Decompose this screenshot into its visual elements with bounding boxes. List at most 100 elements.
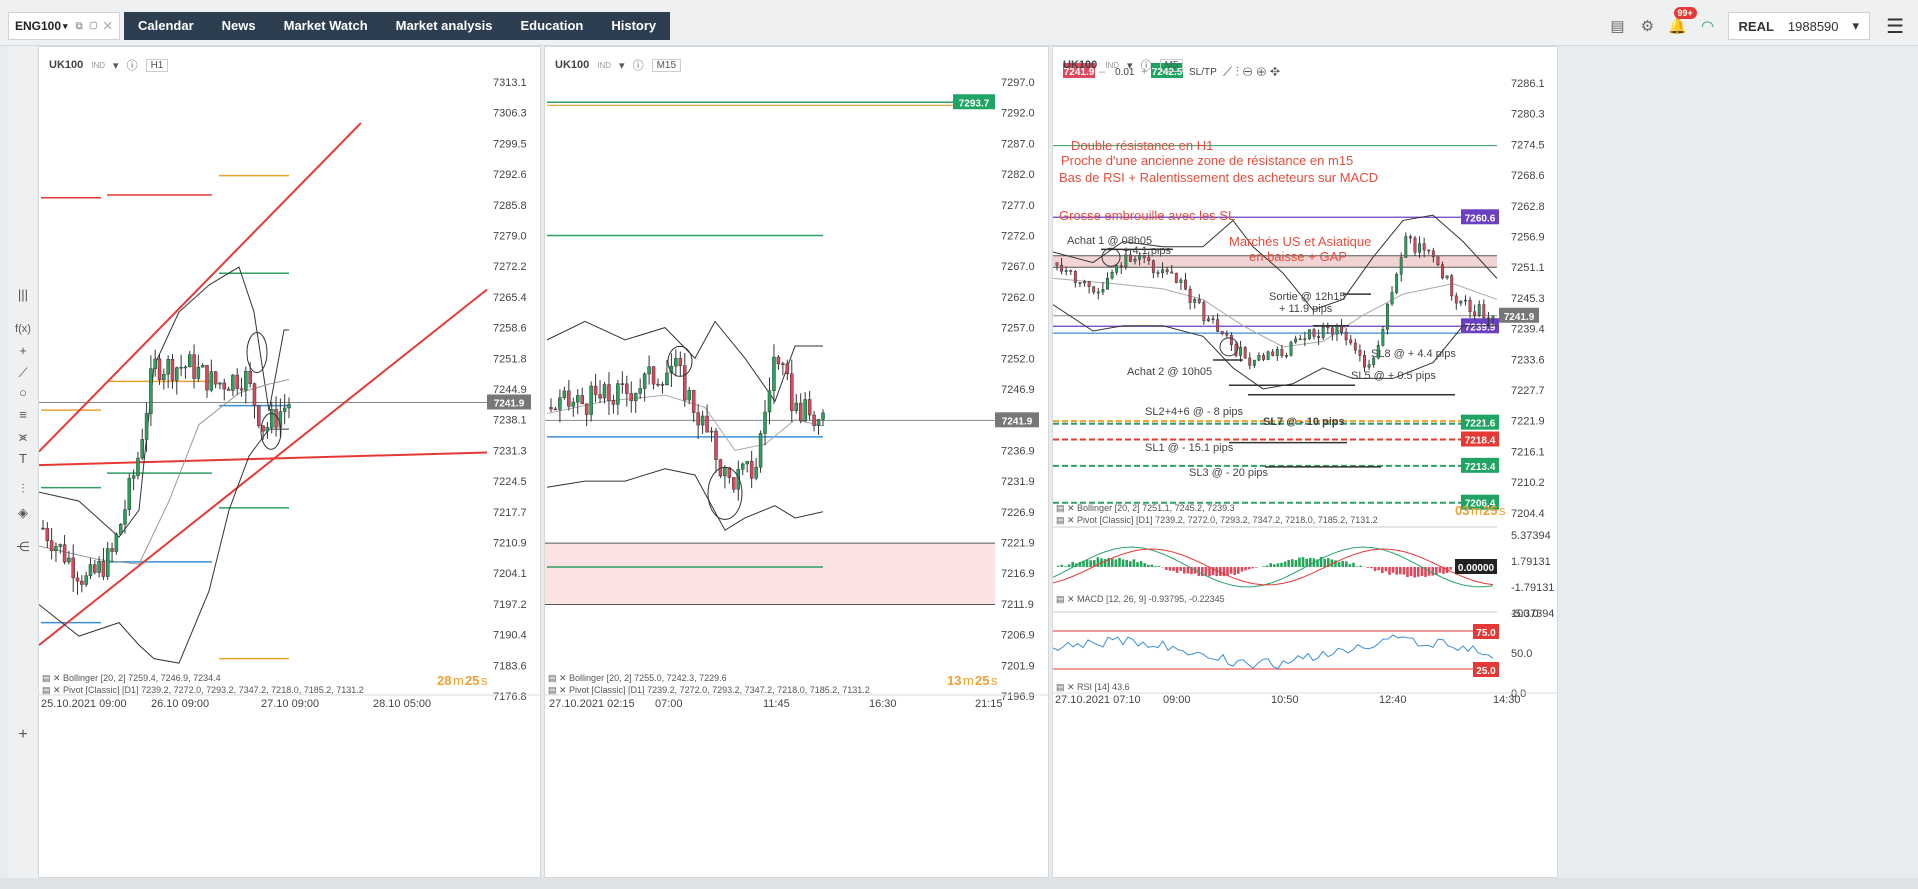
window-controls-icon[interactable]: ⧉ ▢ ✕ [75, 20, 114, 32]
candle-body [67, 557, 71, 563]
candle-body [1399, 257, 1403, 275]
candle-body [1220, 331, 1224, 335]
panel-toggle-icon[interactable]: ||| [17, 287, 29, 302]
chevron-down-icon[interactable]: ▾ [63, 20, 68, 31]
chart-subtype: IND [597, 60, 612, 70]
text-tool-icon[interactable]: T [19, 451, 27, 466]
macd-value-tag: 0.00000 [1458, 563, 1495, 574]
countdown-minutes: 03 [1455, 503, 1469, 518]
bollinger-middle [1053, 277, 1498, 348]
candle-body [1367, 364, 1371, 368]
candle-body [1257, 355, 1261, 361]
candle-body [1229, 334, 1233, 345]
candle-body [732, 477, 736, 490]
annotation-circle [667, 345, 693, 377]
chart-canvas-m5[interactable]: 7241.9–0.01 +7242.5 SL/TP ⟋ ⫶ ⊖ ⊕ ✥7286.172… [1053, 47, 1558, 878]
chart-symbol[interactable]: UK100 [1063, 59, 1098, 71]
candle-body [674, 358, 678, 367]
status-footer [0, 878, 1918, 889]
candle-body [1349, 339, 1353, 344]
candle-body [1303, 338, 1307, 341]
add-chart-icon[interactable]: + [18, 726, 28, 743]
candle-body [598, 394, 602, 399]
chart-panel-m5[interactable]: 7241.9–0.01 +7242.5 SL/TP ⟋ ⫶ ⊖ ⊕ ✥ 7286.1 72… [1052, 46, 1558, 878]
circle-tool-icon[interactable]: ○ [19, 385, 27, 400]
annotation-text: Bas de RSI + Ralentissement des acheteur… [1059, 170, 1378, 185]
timeframe-select[interactable]: H1 [145, 58, 169, 72]
current-price-tag: 7241.9 [494, 399, 525, 410]
timeframe-select[interactable]: M5 [1159, 58, 1184, 72]
candle-body [49, 540, 54, 552]
menu-education[interactable]: Education [520, 18, 584, 33]
layout-icon[interactable]: ▤ [1610, 18, 1625, 35]
macd-histogram-bar [1175, 567, 1179, 573]
account-selector[interactable]: REAL 1988590 ▾ [1727, 12, 1871, 40]
chevron-down-icon[interactable]: ▾ [619, 59, 625, 72]
bell-icon[interactable]: 🔔 99+ [1668, 7, 1697, 36]
signals-icon[interactable]: ⚙ [1640, 18, 1655, 35]
layers-icon[interactable]: ◈ [18, 505, 28, 520]
macd-histogram-bar [1370, 567, 1373, 569]
chart-symbol[interactable]: UK100 [49, 59, 84, 71]
candle-body [175, 367, 179, 381]
crosshair-icon[interactable]: + [19, 343, 27, 358]
chart-panel-h1[interactable]: 7313.1 7306.3 7299.5 7292.6 7285.8 7279.0 7272… [38, 46, 541, 878]
fibonacci-icon[interactable]: ≡ [19, 407, 27, 422]
candle-body [1087, 281, 1091, 287]
candle-body [105, 548, 110, 577]
time-axis-label: 25.10.2021 09:00 [41, 698, 127, 710]
macd-histogram-bar [1334, 560, 1337, 567]
annotation-text: Marchés US et Asiatique [1229, 234, 1371, 249]
chart-panel-m15[interactable]: 7297.0 7292.0 7287.0 7282.0 7277.0 7272.0 7267… [544, 46, 1049, 878]
macd-histogram-bar [1150, 564, 1154, 567]
info-icon[interactable]: ⓘ [1140, 60, 1152, 72]
pivot-red-tag: 7218.4 [1465, 435, 1496, 446]
macd-histogram-bar [1147, 564, 1150, 567]
menu-market-watch[interactable]: Market Watch [283, 18, 368, 33]
chevron-down-icon[interactable]: ▾ [1127, 59, 1133, 72]
info-icon[interactable]: ⓘ [632, 60, 644, 72]
symbol-tab[interactable]: ENG100 ▾ ⧉ ▢ ✕ [8, 12, 120, 40]
menu-news[interactable]: News [221, 18, 256, 33]
chart-canvas-m15[interactable]: 7297.0 7292.0 7287.0 7282.0 7277.0 7272.0 7267… [545, 47, 1049, 878]
candle-body [1390, 292, 1394, 305]
gap-zone [545, 543, 995, 605]
chart-canvas-h1[interactable]: 7313.1 7306.3 7299.5 7292.6 7285.8 7279.0 7272… [39, 47, 541, 878]
price-axis-label: 7210.2 [1511, 477, 1545, 489]
hamburger-menu-icon[interactable]: ☰ [1886, 15, 1904, 38]
chart-header: UK100 IND ▾ ⓘ M5 [1063, 57, 1184, 73]
macd-histogram-bar [1136, 562, 1139, 567]
menu-market-analysis[interactable]: Market analysis [395, 18, 493, 33]
macd-histogram-bar [1071, 561, 1074, 567]
rsi-high-tag-bg [1473, 624, 1499, 639]
pivot-green-tag: 7206.4 [1465, 499, 1496, 510]
menu-calendar[interactable]: Calendar [138, 18, 194, 33]
trade-label: SL7 @ - 10 pips [1263, 416, 1345, 428]
menu-history[interactable]: History [611, 18, 657, 33]
chevron-down-icon[interactable]: ▾ [113, 59, 119, 72]
line-tool-icon[interactable]: ⟋ [18, 365, 28, 380]
trade-label: SL3 @ - 20 pips [1189, 467, 1269, 479]
timeframe-select[interactable]: M15 [651, 58, 682, 72]
chart-symbol[interactable]: UK100 [555, 59, 590, 71]
price-axis-label: 7262.0 [1001, 292, 1035, 304]
annotation-circle [260, 412, 282, 450]
price-axis-label: 7227.7 [1511, 385, 1545, 397]
candle-body [114, 534, 119, 552]
fan-tool-icon[interactable]: ⪤ [18, 429, 28, 444]
candle-body [1161, 269, 1165, 273]
info-icon[interactable]: ⓘ [126, 60, 138, 72]
candle-body [691, 390, 696, 413]
time-axis-label: 16:30 [869, 698, 897, 710]
candle-body [1193, 298, 1197, 303]
function-icon[interactable]: f(x) [15, 323, 31, 335]
macd-histogram-bar [1395, 567, 1398, 575]
annotation-text: Double résistance en H1 [1071, 138, 1213, 153]
candle-body [1239, 347, 1243, 356]
settings-sliders-icon[interactable]: ⫶ [21, 481, 25, 496]
candle-body [235, 374, 239, 389]
macd-histogram-bar [1165, 567, 1168, 570]
share-icon[interactable]: ⋲ [16, 539, 30, 554]
candle-body [1454, 295, 1458, 304]
macd-histogram-bar [1265, 565, 1269, 567]
